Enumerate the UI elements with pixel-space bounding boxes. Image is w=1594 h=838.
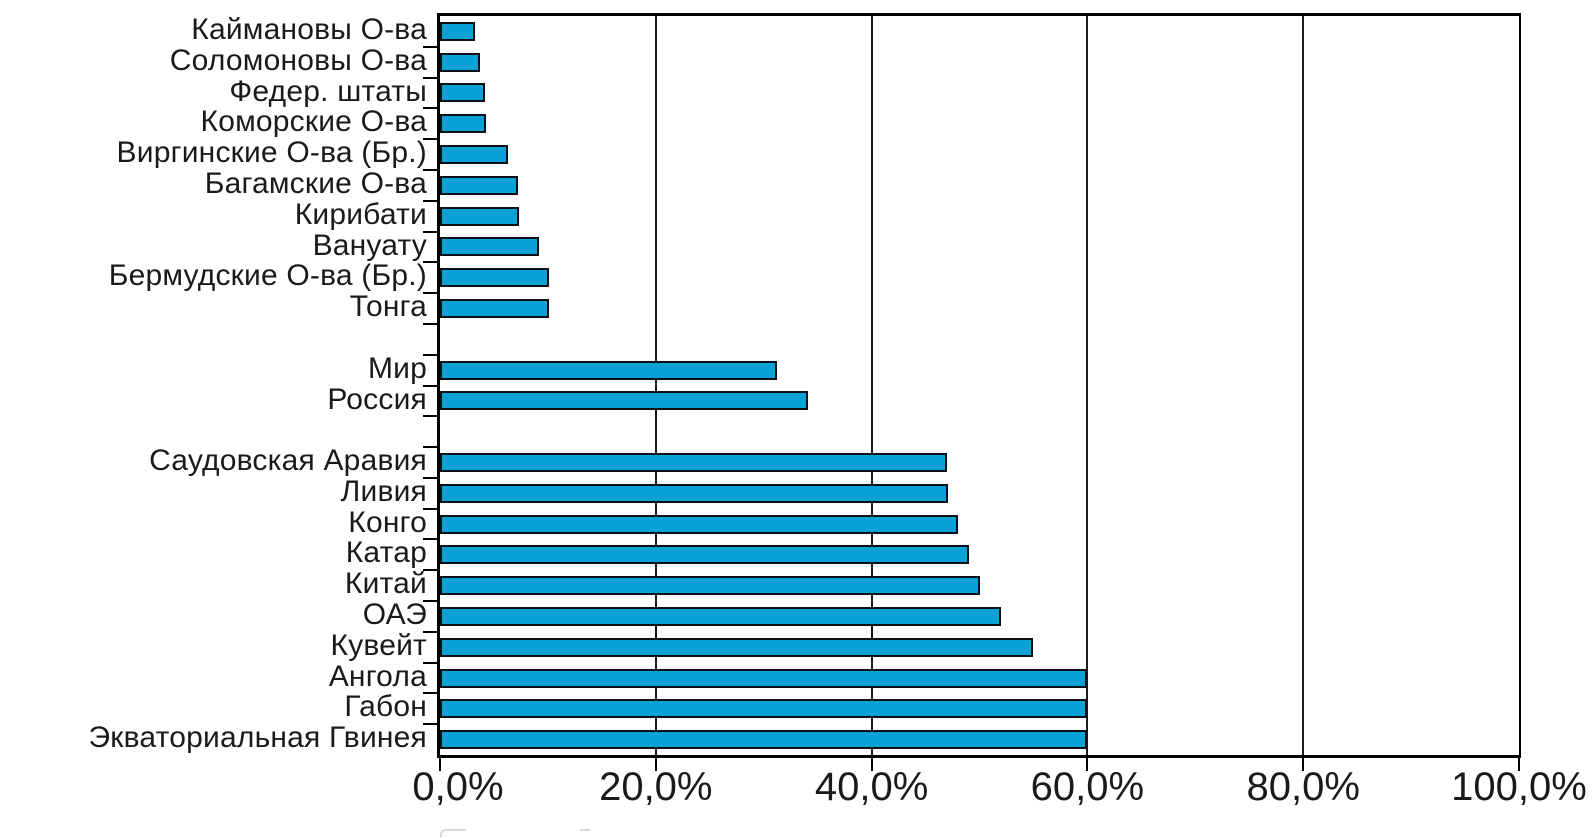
bar-2 (440, 83, 486, 103)
x-axis-tick-40 (870, 758, 873, 771)
x-axis-tick-60 (1086, 758, 1089, 771)
category-label: Вануату (312, 228, 427, 262)
bar-3 (440, 114, 487, 134)
y-axis-tick (423, 261, 437, 264)
category-label: Кувейт (330, 628, 427, 662)
category-label: Каймановы О-ва (191, 13, 427, 46)
bar-15 (440, 483, 949, 503)
bar-6 (440, 206, 519, 226)
bar-22 (440, 699, 1088, 719)
category-label: Саудовская Аравия (149, 444, 427, 478)
y-axis-tick (423, 538, 437, 541)
bar-5 (440, 175, 518, 195)
y-axis-tick (423, 199, 437, 202)
category-label: Бермудские О-ва (Бр.) (108, 259, 427, 293)
y-axis-tick (423, 107, 437, 110)
y-axis-tick (423, 230, 437, 233)
bar-23 (440, 730, 1088, 750)
x-axis-tick-20 (654, 758, 657, 771)
bar-21 (440, 668, 1088, 688)
category-label: Коморские О-ва (200, 105, 427, 139)
category-label: Мир (367, 351, 427, 385)
gridline-40pct (870, 16, 873, 755)
plot-area (437, 13, 1521, 758)
bar-9 (440, 299, 549, 319)
y-axis-tick (423, 630, 437, 633)
cropped-ui-artifact (580, 829, 590, 837)
bar-8 (440, 268, 549, 288)
x-axis-tick-label: 100,0% (1451, 765, 1587, 809)
bar-1 (440, 52, 480, 72)
category-label: Виргинские О-ва (Бр.) (116, 136, 427, 170)
category-label: Россия (327, 382, 427, 416)
y-axis-tick (423, 476, 437, 479)
bar-19 (440, 606, 1002, 626)
x-axis-tick-label: 60,0% (1030, 765, 1145, 809)
bar-14 (440, 452, 948, 472)
y-axis-tick (423, 661, 437, 664)
x-axis-tick-100 (1518, 758, 1520, 771)
y-axis-tick (423, 292, 437, 295)
y-axis-tick (423, 322, 437, 325)
bar-20 (440, 637, 1034, 657)
category-label: Федер. штаты (229, 74, 427, 108)
y-axis-tick (423, 415, 437, 418)
y-axis-tick (423, 446, 437, 449)
gridline-20pct (654, 16, 657, 755)
category-label: ОАЭ (362, 598, 427, 632)
category-label: Багамские О-ва (204, 166, 427, 200)
category-label: Ангола (328, 659, 427, 693)
x-axis-tick-label: 80,0% (1246, 765, 1360, 809)
category-label: Ливия (340, 474, 427, 508)
y-axis-tick (423, 353, 437, 356)
bar-18 (440, 576, 980, 596)
category-label: Кирибати (294, 197, 427, 231)
gridline-60pct (1086, 16, 1089, 755)
category-label: Тонга (349, 290, 427, 324)
category-label: Габон (344, 690, 427, 724)
y-axis-tick (423, 692, 437, 695)
x-axis-tick-0 (439, 758, 441, 771)
category-label: Конго (348, 505, 427, 539)
category-label: Катар (345, 536, 427, 570)
bar-12 (440, 391, 808, 411)
category-label: Китай (344, 567, 427, 601)
y-axis-tick (423, 569, 437, 572)
bar-11 (440, 360, 777, 380)
y-axis-tick (423, 723, 437, 726)
bar-0 (440, 21, 475, 41)
x-axis-tick-label: 0,0% (412, 765, 504, 809)
x-axis-tick-label: 40,0% (814, 765, 929, 809)
bar-4 (440, 145, 508, 165)
x-axis-tick-80 (1302, 758, 1305, 771)
bar-17 (440, 545, 969, 565)
y-axis-tick (423, 138, 437, 141)
cropped-ui-artifact (440, 829, 466, 837)
y-axis-tick (423, 168, 437, 171)
y-axis-tick (423, 507, 437, 510)
y-axis-tick (423, 384, 437, 387)
category-label: Экваториальная Гвинея (88, 721, 427, 755)
gridline-80pct (1302, 16, 1305, 755)
y-axis-tick (423, 600, 437, 603)
bar-7 (440, 237, 540, 257)
y-axis-tick (423, 76, 437, 79)
y-axis-tick (423, 45, 437, 48)
category-label: Соломоновы О-ва (169, 43, 427, 77)
bar-16 (440, 514, 958, 534)
x-axis-tick-label: 20,0% (599, 765, 713, 809)
